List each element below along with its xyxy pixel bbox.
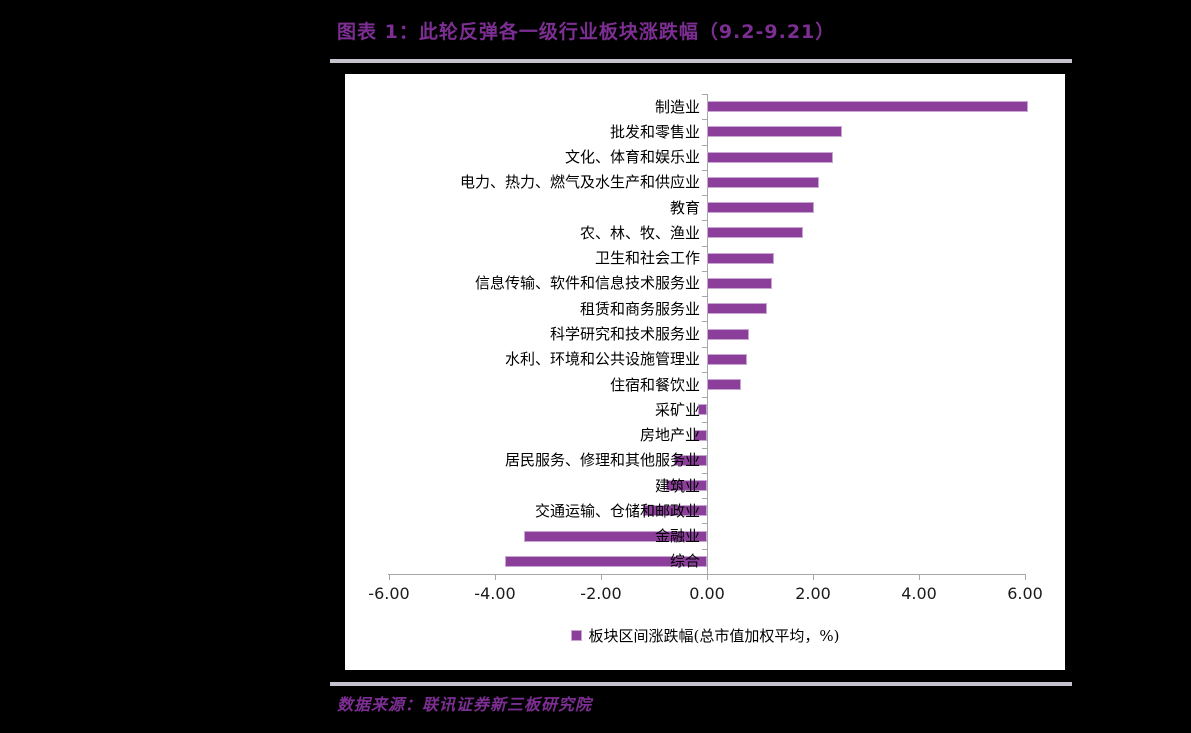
- category-label: 批发和零售业: [609, 122, 700, 141]
- bar: [707, 202, 814, 214]
- y-axis-tick: [702, 245, 707, 247]
- category-label: 住宿和餐饮业: [609, 375, 700, 394]
- y-axis-tick: [702, 548, 707, 550]
- y-axis-tick: [702, 195, 707, 197]
- category-label: 居民服务、修理和其他服务业: [504, 451, 700, 470]
- bar: [707, 252, 774, 264]
- x-axis-tick-label: -2.00: [580, 584, 622, 603]
- x-axis-tick: [1025, 574, 1026, 580]
- category-label: 建筑业: [654, 476, 700, 495]
- bar-chart: 制造业批发和零售业文化、体育和娱乐业电力、热力、燃气及水生产和供应业教育农、林、…: [345, 74, 1065, 670]
- y-axis-tick: [702, 169, 707, 171]
- bar: [707, 328, 749, 340]
- x-axis-tick: [389, 574, 390, 580]
- divider-bottom-line: [330, 682, 1072, 686]
- y-axis-tick: [702, 472, 707, 474]
- category-label: 制造业: [654, 97, 700, 116]
- category-label: 水利、环境和公共设施管理业: [504, 350, 700, 369]
- bar: [707, 126, 843, 138]
- x-axis-tick: [707, 574, 708, 580]
- bar: [643, 505, 707, 517]
- divider-top-line: [330, 59, 1072, 63]
- x-axis-tick-label: 6.00: [1007, 584, 1043, 603]
- category-label: 金融业: [654, 527, 700, 546]
- legend-label: 板块区间涨跌幅(总市值加权平均，%): [588, 627, 840, 645]
- bar: [524, 530, 707, 542]
- x-axis-tick: [919, 574, 920, 580]
- bar: [707, 277, 773, 289]
- category-label: 教育: [669, 198, 700, 217]
- y-axis-tick: [702, 220, 707, 222]
- y-axis-tick: [702, 144, 707, 146]
- category-label: 农、林、牧、渔业: [579, 223, 700, 242]
- y-axis-tick: [702, 296, 707, 298]
- legend: 板块区间涨跌幅(总市值加权平均，%): [345, 625, 1065, 646]
- x-axis-tick-label: 0.00: [689, 584, 725, 603]
- bar: [697, 404, 707, 416]
- bar: [707, 303, 767, 315]
- y-axis-tick: [702, 94, 707, 95]
- bar: [707, 151, 834, 163]
- y-axis-tick: [702, 447, 707, 449]
- legend-swatch: [570, 630, 582, 641]
- y-axis-tick: [702, 422, 707, 424]
- x-axis-tick: [813, 574, 814, 580]
- bar: [707, 101, 1028, 113]
- bar: [707, 227, 803, 239]
- y-axis-tick: [702, 321, 707, 323]
- y-axis-tick: [702, 119, 707, 121]
- category-label: 电力、热力、燃气及水生产和供应业: [459, 173, 700, 192]
- y-axis-tick: [702, 498, 707, 500]
- bar: [707, 176, 820, 188]
- bar: [707, 379, 742, 391]
- category-label: 信息传输、软件和信息技术服务业: [474, 274, 700, 293]
- category-label: 综合: [669, 552, 700, 571]
- bar: [673, 454, 707, 466]
- category-label: 文化、体育和娱乐业: [564, 148, 700, 167]
- category-label: 采矿业: [654, 400, 700, 419]
- x-axis-tick-label: -4.00: [474, 584, 516, 603]
- category-label: 卫生和社会工作: [594, 249, 700, 268]
- category-label: 租赁和商务服务业: [579, 299, 700, 318]
- bar: [693, 429, 707, 441]
- bar: [707, 353, 748, 365]
- category-label: 科学研究和技术服务业: [549, 325, 700, 343]
- data-source: 数据来源：联讯证券新三板研究院: [337, 695, 593, 714]
- category-label: 房地产业: [639, 426, 700, 445]
- x-axis-tick-label: 2.00: [795, 584, 831, 603]
- bar: [505, 555, 707, 567]
- y-axis-tick: [702, 371, 707, 373]
- y-axis-tick: [702, 523, 707, 525]
- bar: [666, 480, 707, 492]
- x-axis-tick-label: 4.00: [901, 584, 937, 603]
- category-label: 交通运输、仓储和邮政业: [534, 501, 700, 520]
- y-axis-tick: [702, 346, 707, 348]
- y-axis-tick: [702, 270, 707, 272]
- x-axis-tick: [495, 574, 496, 580]
- y-axis-tick: [702, 397, 707, 399]
- figure-title: 图表 1：此轮反弹各一级行业板块涨跌幅（9.2-9.21）: [337, 21, 836, 43]
- x-axis-line: [388, 574, 1025, 575]
- x-axis-tick-label: -6.00: [368, 584, 410, 603]
- x-axis-tick: [601, 574, 602, 580]
